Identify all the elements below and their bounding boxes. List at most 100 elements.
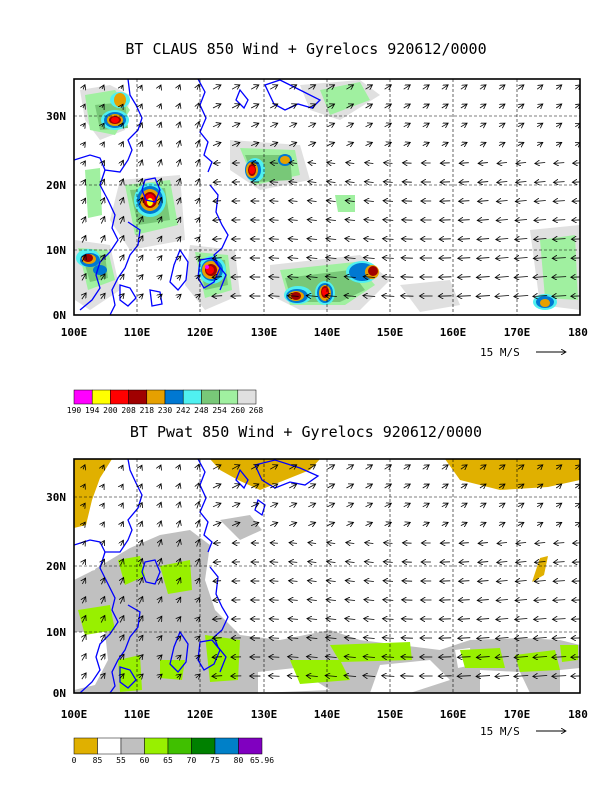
wind-arrow xyxy=(496,238,509,239)
wind-arrow xyxy=(477,239,490,240)
wind-arrow xyxy=(536,484,543,488)
wind-arrow xyxy=(196,655,200,659)
wind-arrow xyxy=(102,522,105,526)
panel2-y-tick-0: 0N xyxy=(53,687,66,700)
panel1-legend-swatch xyxy=(73,389,93,405)
wind-arrow xyxy=(308,142,315,145)
panel1-title: BT CLAUS 850 Wind + Gyrelocs 920612/0000 xyxy=(125,40,487,58)
wind-arrow xyxy=(496,618,509,619)
wind-arrow xyxy=(101,654,105,661)
panel2-x-tick-8: 180 xyxy=(568,708,588,721)
wind-arrow xyxy=(289,201,298,202)
wind-arrow xyxy=(120,274,124,281)
wind-arrow xyxy=(159,521,162,528)
wind-arrow xyxy=(82,274,86,281)
wind-arrow xyxy=(82,293,86,300)
wind-arrow xyxy=(536,142,543,145)
wind-arrow xyxy=(178,539,181,547)
wind-arrow xyxy=(158,275,162,279)
panel1-legend-label: 208 xyxy=(121,406,136,415)
wind-arrow xyxy=(460,522,467,525)
wind-arrow xyxy=(457,277,471,278)
wind-arrow xyxy=(536,104,543,108)
wind-arrow xyxy=(139,597,142,604)
panel2-legend-swatch xyxy=(120,737,145,755)
panel1-x-tick-1: 110E xyxy=(124,326,151,339)
wind-arrow xyxy=(102,123,104,127)
wind-arrow xyxy=(517,484,524,488)
wind-arrow xyxy=(457,296,471,297)
panel1-legend-swatch xyxy=(128,389,148,405)
panel1-legend-label: 200 xyxy=(103,406,118,415)
wind-arrow xyxy=(476,676,490,677)
wind-arrow xyxy=(212,657,222,658)
wind-arrow xyxy=(308,465,315,469)
wind-arrow xyxy=(478,543,488,544)
wind-arrow xyxy=(197,464,199,469)
wind-arrow xyxy=(496,200,508,201)
wind-arrow xyxy=(460,465,467,469)
wind-arrow xyxy=(534,619,547,620)
wind-arrow xyxy=(479,522,486,525)
wind-arrow xyxy=(308,182,317,183)
panel2-title: BT Pwat 850 Wind + Gyrelocs 920612/0000 xyxy=(129,423,483,441)
wind-arrow xyxy=(536,85,543,89)
wind-arrow xyxy=(552,657,567,658)
wind-arrow xyxy=(102,465,104,469)
wind-arrow xyxy=(120,236,124,243)
wind-arrow xyxy=(270,484,278,488)
wind-arrow xyxy=(196,674,200,678)
wind-arrow xyxy=(344,276,356,277)
wind-arrow xyxy=(83,503,85,507)
wind-arrow xyxy=(553,220,566,221)
wind-arrow xyxy=(325,276,337,277)
wind-arrow xyxy=(197,103,199,110)
wind-arrow xyxy=(139,294,143,298)
wind-arrow xyxy=(384,142,392,145)
wind-arrow xyxy=(556,522,562,525)
wind-arrow xyxy=(441,465,448,469)
wind-arrow xyxy=(478,182,489,183)
wind-arrow xyxy=(250,104,259,108)
wind-arrow xyxy=(478,163,488,164)
wind-arrow xyxy=(158,217,161,224)
wind-arrow xyxy=(307,638,318,639)
wind-arrow xyxy=(403,142,411,145)
wind-arrow xyxy=(476,277,490,278)
panel2-legend-swatch xyxy=(238,737,263,755)
wind-arrow xyxy=(517,123,524,127)
wind-arrow xyxy=(120,294,124,299)
panel1-legend-swatch xyxy=(146,389,166,405)
wind-arrow xyxy=(383,581,394,582)
wind-arrow xyxy=(327,142,334,145)
wind-arrow xyxy=(345,561,355,562)
wind-arrow xyxy=(140,160,143,167)
wind-arrow xyxy=(307,239,318,240)
wind-arrow xyxy=(365,484,373,488)
wind-arrow xyxy=(178,521,181,528)
wind-arrow xyxy=(383,600,394,601)
wind-arrow xyxy=(536,123,543,127)
wind-arrow xyxy=(250,484,259,488)
wind-arrow xyxy=(231,465,240,469)
wind-arrow xyxy=(288,277,299,278)
wind-arrow xyxy=(458,619,470,620)
panel1-legend-label: 268 xyxy=(249,406,264,415)
wind-arrow xyxy=(197,520,200,528)
wind-arrow xyxy=(326,637,337,638)
wind-arrow xyxy=(196,294,200,298)
wind-arrow xyxy=(120,577,123,585)
wind-arrow xyxy=(159,558,162,566)
wind-arrow xyxy=(213,619,222,620)
panel2-legend-label: 60 xyxy=(140,756,150,765)
wind-arrow xyxy=(212,142,221,145)
wind-arrow xyxy=(384,484,392,488)
wind-arrow xyxy=(158,236,162,243)
wind-arrow xyxy=(457,657,471,658)
wind-arrow xyxy=(212,296,223,297)
wind-arrow xyxy=(535,163,546,164)
wind-arrow xyxy=(517,503,524,507)
wind-arrow xyxy=(212,484,221,488)
wind-arrow xyxy=(364,239,375,240)
